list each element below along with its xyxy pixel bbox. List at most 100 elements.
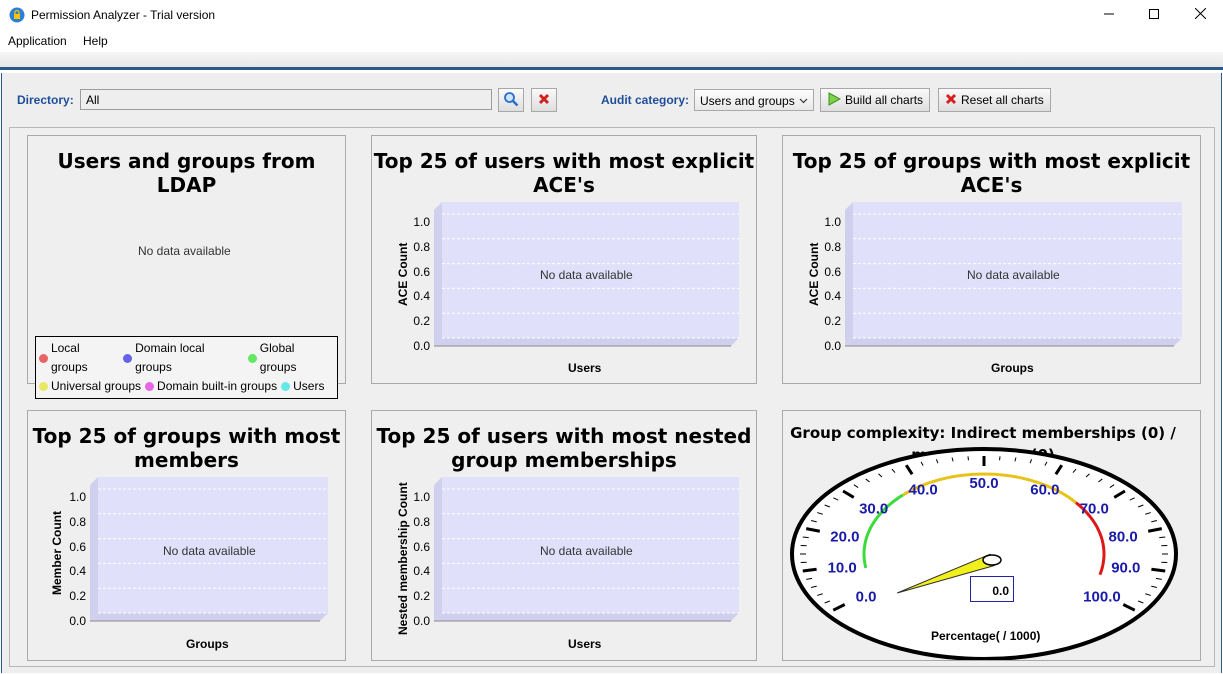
y-tick-label: 0.0 [69, 614, 86, 628]
gauge-minor-tick [1151, 585, 1158, 589]
groups-ace-title-line1: Top 25 of groups with most explicit [792, 149, 1191, 173]
gauge-minor-tick [806, 577, 813, 580]
legend-dot [39, 353, 48, 363]
groups-members-chart-panel[interactable]: Top 25 of groups with most members No da… [27, 410, 346, 661]
ldap-chart-panel[interactable]: Users and groups from LDAP No data avail… [27, 135, 346, 399]
gauge-major-tick [1122, 603, 1136, 612]
users-nested-title-line1: Top 25 of users with most nested [376, 424, 752, 448]
users-nested-title-line2: group memberships [451, 448, 677, 472]
y-tick-label: 0.8 [69, 514, 86, 529]
plot-floor [845, 338, 1182, 346]
gauge-minor-tick [1145, 512, 1151, 515]
gauge-minor-tick [967, 456, 969, 461]
y-tick-label: 0.8 [824, 239, 841, 254]
gauge-tick-label: 50.0 [969, 475, 998, 492]
gauge-needle-pivot [982, 554, 1002, 566]
gauge-rim [790, 447, 1178, 660]
users-ace-title-line1: Top 25 of users with most explicit [373, 149, 755, 173]
gauge-tick-label: 60.0 [1030, 482, 1059, 499]
build-all-charts-button[interactable]: Build all charts [820, 88, 931, 112]
gauge-unit-label: Percentage( / 1000) [931, 629, 1041, 643]
window-title: Permission Analyzer - Trial version [31, 8, 216, 22]
plot-side-wall [434, 477, 442, 621]
y-tick-label: 1.0 [413, 215, 430, 229]
legend-dot [281, 382, 291, 391]
users-ace-nodata: No data available [540, 268, 633, 282]
gauge-minor-tick [878, 473, 883, 478]
menu-application[interactable]: Application [8, 34, 67, 48]
audit-category-select[interactable]: Users and groups [694, 89, 814, 111]
reset-all-charts-button[interactable]: Reset all charts [938, 88, 1051, 112]
plot-side-wall [845, 202, 853, 346]
gauge-major-tick [805, 527, 821, 533]
gauge-tick-label: 100.0 [1083, 588, 1121, 605]
groups-members-nodata: No data available [163, 544, 256, 558]
y-tick-label: 0.0 [824, 339, 841, 353]
y-tick-label: 0.6 [69, 539, 86, 554]
users-nested-chart-panel[interactable]: Top 25 of users with most nested group m… [371, 410, 757, 661]
users-nested-nodata: No data available [540, 544, 633, 558]
legend-label: Domain built-in groups [157, 379, 278, 393]
gauge-minor-tick [891, 468, 896, 473]
gauge-tick-label: 30.0 [859, 501, 888, 518]
gauge-minor-tick [817, 593, 823, 596]
maximize-button[interactable] [1131, 0, 1177, 30]
play-icon [827, 91, 842, 109]
gauge-minor-tick [1155, 577, 1162, 580]
users-ace-chart-panel[interactable]: Top 25 of users with most explicit ACE's… [371, 135, 757, 384]
plot-side-wall [90, 477, 98, 621]
gauge-red-band [1074, 501, 1106, 576]
legend-domain-builtin-groups: Domain built-in groups [145, 377, 277, 396]
maximize-icon [1149, 8, 1159, 22]
gauge-tick-label: 0.0 [856, 588, 877, 605]
gauge-minor-tick [1109, 484, 1115, 488]
ldap-legend: Local groups Domain local groups Global … [35, 336, 338, 399]
gauge-minor-tick [1014, 457, 1017, 462]
y-tick-label: 0.4 [824, 289, 841, 304]
search-button[interactable] [498, 88, 524, 112]
groups-ace-chart-panel[interactable]: Top 25 of groups with most explicit ACE'… [782, 135, 1201, 384]
ldap-nodata: No data available [138, 244, 231, 258]
gauge-minor-tick [1029, 459, 1033, 464]
plot-floor [90, 613, 328, 621]
bar-plot-area [845, 202, 1182, 347]
gauge-minor-tick [1098, 478, 1103, 483]
y-tick-label: 0.2 [824, 314, 841, 329]
y-tick-label: 0.4 [69, 564, 86, 579]
users-ace-x-label: Users [568, 361, 602, 375]
reset-all-charts-label: Reset all charts [961, 93, 1044, 107]
ldap-chart-title: Users and groups from LDAP [57, 149, 316, 197]
clear-button[interactable] [531, 88, 557, 112]
legend-label: Universal groups [51, 379, 142, 393]
chevron-down-icon [799, 94, 808, 108]
close-icon [1194, 7, 1206, 22]
plot-side-wall [434, 202, 442, 346]
gauge-minor-tick [810, 585, 817, 589]
y-tick-label: 0.8 [413, 239, 430, 254]
legend-users: Users [281, 377, 324, 396]
menu-help[interactable]: Help [83, 34, 108, 48]
legend-domain-local-groups: Domain local groups [123, 339, 244, 377]
minimize-button[interactable] [1086, 0, 1132, 30]
legend-label: Domain local groups [135, 341, 205, 374]
directory-input[interactable] [80, 89, 492, 110]
bar-plot-area [90, 477, 328, 622]
audit-category-value: Users and groups [700, 94, 795, 108]
legend-dot [247, 353, 257, 363]
gauge-tick-label: 90.0 [1111, 560, 1140, 577]
close-button[interactable] [1177, 0, 1223, 30]
legend-dot [123, 353, 133, 363]
group-complexity-gauge-panel[interactable]: Group complexity: Indirect memberships (… [782, 410, 1201, 661]
gauge-major-tick [842, 489, 855, 499]
gauge-minor-tick [999, 456, 1001, 461]
audit-category-label: Audit category: [601, 93, 690, 107]
y-tick-label: 0.6 [413, 539, 430, 554]
y-tick-label: 0.0 [413, 614, 430, 628]
gauge-minor-tick [1145, 593, 1151, 596]
gauge-minor-tick [810, 519, 817, 523]
y-tick-label: 0.4 [413, 564, 430, 579]
gauge-tick-label: 10.0 [828, 560, 857, 577]
gauge-minor-tick [817, 512, 823, 515]
y-tick-label: 0.4 [413, 289, 430, 304]
y-tick-label: 1.0 [413, 490, 430, 504]
